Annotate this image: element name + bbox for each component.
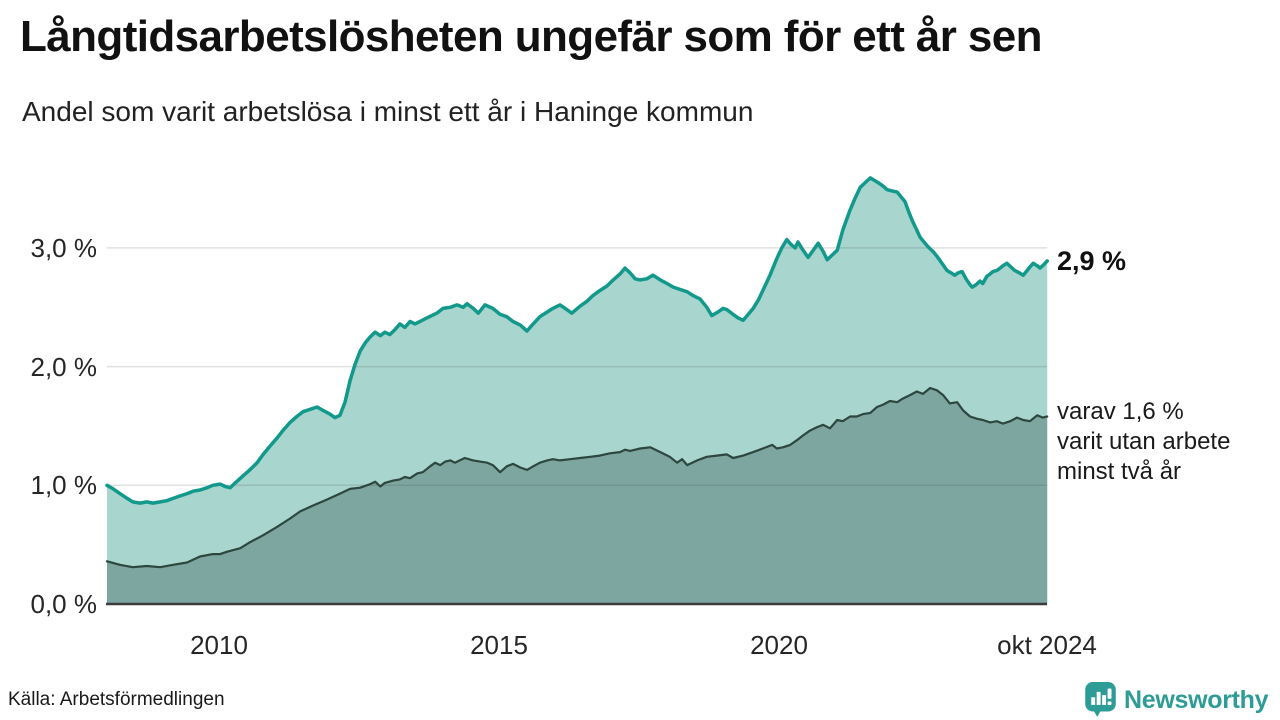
y-tick-label: 2,0 %: [30, 352, 98, 382]
sub-series-annotation: varav 1,6 % varit utan arbete minst två …: [1057, 397, 1230, 487]
newsworthy-logo: Newsworthy: [1084, 682, 1269, 718]
page-title: Långtidsarbetslösheten ungefär som för e…: [20, 12, 1043, 61]
annotation-line: minst två år: [1057, 458, 1182, 485]
series-two-years-area: [107, 388, 1048, 604]
annotation-line: varav 1,6 %: [1057, 398, 1184, 425]
series-end-value-label: 2,9 %: [1057, 246, 1127, 276]
newsworthy-wordmark: Newsworthy: [1124, 685, 1269, 714]
y-tick-label: 0,0 %: [30, 589, 98, 619]
newsworthy-chart-bubble-icon: [1085, 682, 1116, 717]
series-total-line: [105, 176, 1049, 505]
y-tick-label: 3,0 %: [30, 233, 98, 263]
x-tick-label: okt 2024: [997, 630, 1097, 660]
y-tick-label: 1,0 %: [30, 470, 98, 500]
source-attribution: Källa: Arbetsförmedlingen: [8, 689, 225, 710]
x-tick-label: 2015: [470, 630, 528, 660]
series-two-years-line: [105, 386, 1049, 569]
x-tick-label: 2010: [190, 630, 248, 660]
x-tick-label: 2020: [750, 630, 808, 660]
annotation-line: varit utan arbete: [1057, 428, 1231, 455]
chart-subtitle: Andel som varit arbetslösa i minst ett å…: [22, 96, 754, 127]
